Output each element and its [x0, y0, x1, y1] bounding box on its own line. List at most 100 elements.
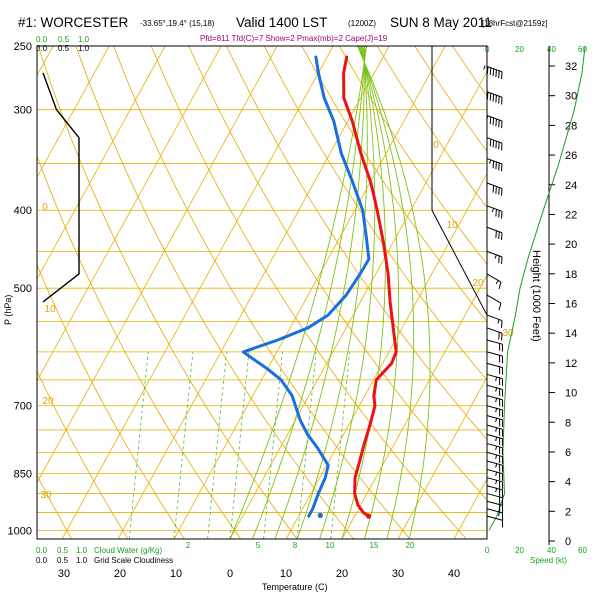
cloud-tick: 0.0 — [36, 546, 48, 555]
wind-barb-flag — [498, 255, 500, 264]
height-tick-label: 26 — [565, 150, 577, 162]
wind-barb — [483, 65, 503, 80]
height-tick-label: 16 — [565, 299, 577, 311]
mixing-ratio-label: 5 — [256, 541, 261, 550]
wind-barb-staff — [486, 182, 503, 189]
wind-barb — [486, 384, 504, 397]
surface-dewpoint-marker — [317, 512, 323, 518]
wind-barb-staff — [486, 137, 503, 144]
wind-barb-staff — [486, 294, 502, 304]
wind-barb — [486, 434, 504, 446]
pressure-tick-label: 850 — [14, 469, 32, 481]
wind-barb-staff — [486, 339, 503, 345]
isotherm-line — [341, 274, 487, 539]
pressure-tick-label: 1000 — [8, 525, 32, 537]
height-tick-label: 20 — [565, 239, 577, 251]
dry-adiabat — [301, 46, 487, 323]
cloud-tick: 0.5 — [58, 35, 70, 44]
wind-barb-flag — [495, 186, 497, 194]
speed-tick: 0 — [485, 546, 490, 555]
wind-barb-staff — [486, 384, 503, 390]
wind-barb-flag — [501, 232, 503, 241]
isotherm-line — [397, 376, 487, 539]
wind-barb — [486, 294, 502, 311]
dry-adiabat — [37, 263, 185, 539]
wind-barb-flag — [492, 140, 495, 148]
dry-adiabat — [37, 154, 242, 539]
height-tick-label: 22 — [565, 209, 577, 221]
isotherm-label: 10 — [44, 304, 56, 315]
height-tick-label: 18 — [565, 269, 577, 281]
wind-barb-staff — [486, 91, 503, 98]
cloud-water-title: Cloud Water (g/Kg) — [94, 546, 163, 555]
isotherm-line — [37, 46, 222, 382]
wind-barb-staff — [486, 250, 503, 258]
height-tick-label: 32 — [565, 61, 577, 73]
cloud-scale-bottom: 0.0 0.5 1.0 Cloud Water (g/Kg) 0.0 0.5 1… — [36, 546, 173, 565]
wind-barb — [486, 362, 504, 375]
wind-barb — [486, 115, 503, 129]
wind-barb — [486, 415, 504, 428]
dry-adiabat — [188, 46, 487, 501]
wind-barb-flag — [498, 332, 500, 340]
dry-adiabat — [37, 369, 129, 539]
wind-barb — [486, 314, 503, 328]
isotherm-label: 30 — [40, 490, 52, 501]
dry-adiabat — [490, 46, 600, 539]
mixing-ratio-label: 20 — [406, 541, 415, 550]
wind-barb-half — [495, 436, 498, 442]
wind-barb-staff — [486, 115, 503, 122]
mixing-ratio-line — [263, 351, 283, 539]
wind-barb-flag — [495, 209, 497, 217]
dry-adiabat — [37, 474, 73, 539]
wind-barb — [486, 515, 504, 528]
wind-barb-half — [491, 208, 495, 213]
wind-barb-staff — [486, 373, 503, 380]
moist-adiabat — [274, 46, 365, 539]
wind-barb — [486, 327, 503, 341]
wind-barb — [486, 500, 504, 513]
wind-barb-half — [495, 471, 498, 477]
temperature-tick-label: 10 — [280, 568, 292, 580]
wind-barb-flag — [486, 66, 489, 74]
wind-barb — [486, 137, 503, 151]
wind-barb — [486, 485, 504, 498]
mixing-ratio-line — [207, 351, 227, 539]
wind-barb-staff — [486, 515, 503, 521]
wind-barb-flag — [501, 256, 503, 265]
wind-barb-flag — [498, 142, 500, 150]
cloud-water-profile — [42, 72, 80, 303]
wind-barb-staff — [486, 205, 503, 212]
temperature-tick-label: 30 — [58, 568, 70, 580]
wind-barb-flag — [501, 320, 503, 328]
wind-speed-profile — [488, 45, 586, 531]
wind-barb-flag — [498, 210, 500, 218]
wind-barb — [486, 443, 504, 455]
cloud-tick: 1.0 — [78, 35, 90, 44]
temperature-tick-label: 30 — [392, 568, 404, 580]
cloud-tick: 1.0 — [76, 546, 88, 555]
wind-barb-staff — [486, 273, 502, 283]
wind-barb-flag — [489, 67, 492, 76]
moist-adiabat — [358, 46, 415, 539]
moist-adiabat — [359, 46, 400, 539]
temperature-tick-label: 20 — [114, 568, 126, 580]
isotherm-label: 0 — [42, 202, 48, 213]
wind-barb-half — [488, 159, 492, 164]
moist-adiabat — [319, 46, 376, 539]
isotherm-line — [37, 46, 278, 484]
wind-barb-flag — [498, 96, 500, 104]
wind-barb-half — [495, 280, 499, 285]
wind-barb — [486, 395, 504, 408]
moist-adiabat — [356, 46, 431, 539]
isotherm-line — [229, 70, 487, 539]
cloudiness-tick: 1.0 — [76, 556, 88, 565]
wind-barb-flag — [489, 93, 492, 101]
cloudiness-tick: 0.0 — [36, 556, 48, 565]
wind-barb-staff — [486, 314, 503, 322]
wind-barb-flag — [501, 211, 503, 219]
cloudiness-tick: 0.5 — [58, 44, 70, 53]
wind-barb-flag — [501, 188, 503, 196]
isotherm-line — [37, 46, 166, 280]
